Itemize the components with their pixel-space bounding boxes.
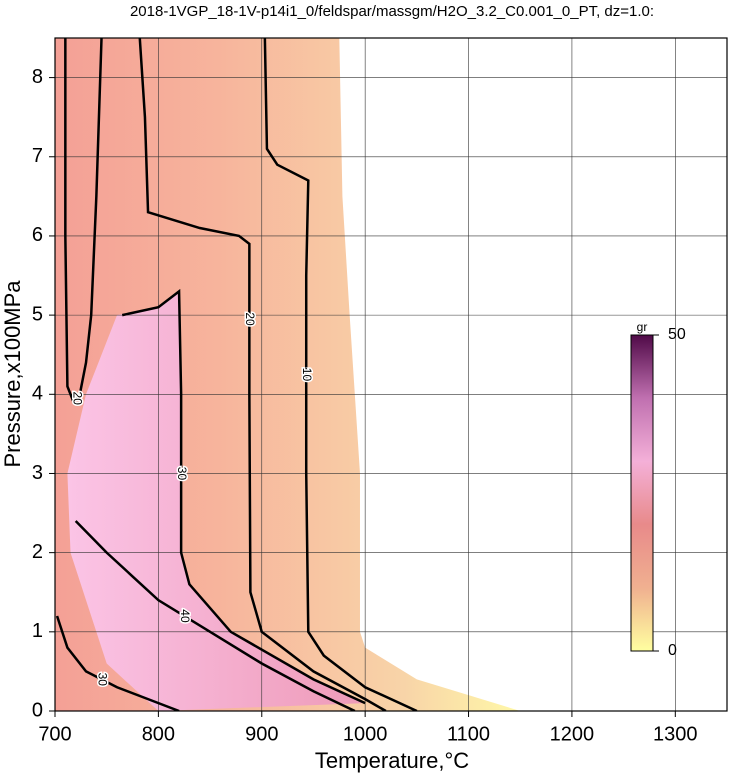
y-tick-label: 7	[32, 145, 43, 167]
plot-area: 10 20 30 40 20 30	[55, 38, 727, 711]
contour-line	[138, 38, 387, 711]
contour-line	[263, 38, 418, 711]
y-tick-label: 0	[32, 699, 43, 721]
contour-line	[64, 38, 103, 405]
contour-label: 20	[71, 392, 85, 406]
x-tick-label: 1000	[343, 723, 388, 745]
high-region	[67, 291, 366, 711]
x-tick-label: 800	[142, 723, 175, 745]
y-tick-label: 6	[32, 224, 43, 246]
y-tick-label: 3	[32, 462, 43, 484]
contour-line	[74, 520, 356, 711]
colorbar-tick-label: 0	[668, 642, 677, 659]
contour-label: 40	[178, 609, 192, 623]
colorbar	[630, 334, 654, 652]
contour-label: 10	[300, 368, 314, 382]
x-tick-label: 1100	[447, 723, 490, 745]
y-axis-label: Pressure,x100MPa	[0, 280, 25, 468]
y-tick-label: 1	[32, 620, 43, 642]
y-tick-label: 4	[32, 383, 43, 405]
y-tick-label: 8	[32, 66, 43, 88]
contour-label: 30	[95, 673, 109, 687]
x-tick-label: 1300	[653, 723, 698, 745]
colorbar-label: gr	[637, 320, 648, 334]
x-tick-label: 900	[245, 723, 278, 745]
x-axis-label: Temperature,°C	[315, 748, 469, 773]
contour-label: 30	[175, 467, 189, 481]
chart-title: 2018-1VGP_18-1V-p14i1_0/feldspar/massgm/…	[130, 3, 654, 20]
plot-frame	[54, 37, 728, 712]
contour-label: 20	[243, 312, 257, 326]
x-tick-label: 1200	[550, 723, 595, 745]
y-tick-label: 2	[32, 541, 43, 563]
contour-line	[55, 615, 180, 711]
contour-line	[121, 288, 366, 705]
overlay: 700 800 900 1000 1100 1200 1300 0 1 2 3 4 5 6 7 8 gr 0 50	[32, 37, 728, 745]
y-tick-label: 5	[32, 303, 43, 325]
colorbar-tick-label: 50	[668, 326, 686, 343]
x-tick-label: 700	[38, 723, 71, 745]
